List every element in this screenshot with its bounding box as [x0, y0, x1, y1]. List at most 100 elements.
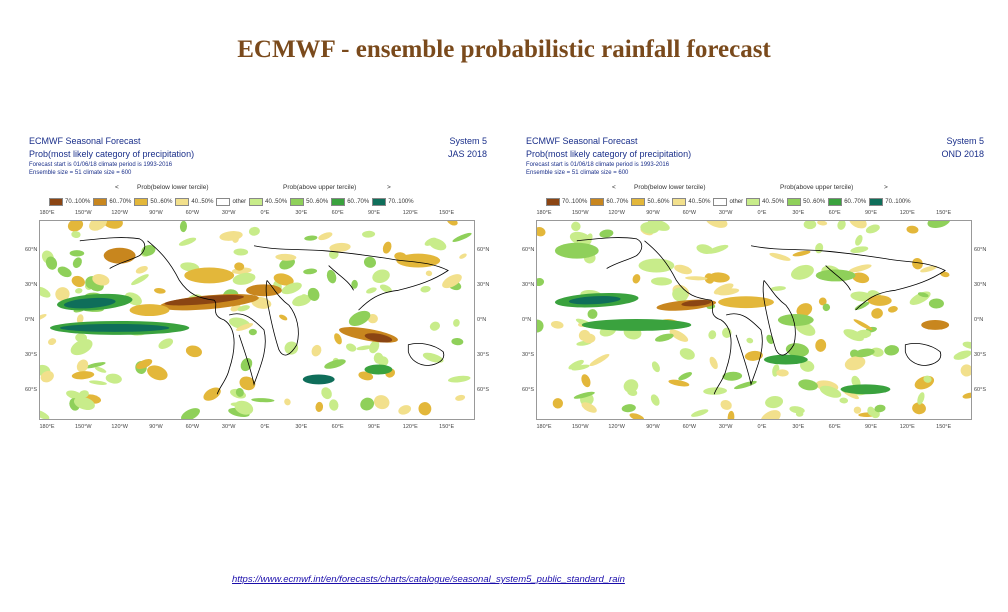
lon-tick-label: 60°W: [682, 210, 697, 216]
lat-tick-label: 30°N: [522, 282, 535, 288]
legend-label: 40..50%: [265, 199, 288, 205]
lon-tick-label: 0°E: [260, 210, 270, 216]
lon-tick-label: 0°E: [757, 424, 767, 430]
panel-subtitle: Prob(most likely category of precipitati…: [29, 149, 195, 159]
lon-tick-label: 120°E: [899, 210, 915, 216]
forecast-info: Forecast start is 01/06/18 climate perio…: [29, 162, 173, 168]
map-canvas: [40, 221, 472, 419]
lon-tick-label: 180°E: [39, 210, 55, 216]
lon-tick-label: 30°E: [295, 424, 308, 430]
ensemble-info: Ensemble size = 51 climate size = 600: [29, 170, 132, 176]
coastline: [265, 280, 299, 356]
forecast-panel-jas: ECMWF Seasonal Forecast Prob(most likely…: [25, 130, 495, 432]
legend-swatch: [290, 198, 305, 206]
ensemble-info: Ensemble size = 51 climate size = 600: [526, 170, 629, 176]
legend-above-label: Prob(above upper tercile): [283, 184, 357, 191]
legend-label: 60..70%: [347, 199, 370, 205]
legend-item: other: [713, 196, 743, 208]
slide-title: ECMWF - ensemble probabilistic rainfall …: [237, 36, 771, 63]
lat-tick-label: 0°N: [974, 317, 984, 323]
panel-title: ECMWF Seasonal Forecast: [29, 136, 141, 146]
lat-tick-label: 30°S: [522, 352, 534, 358]
legend-item: 40..50%: [175, 196, 213, 208]
system-label: System 5: [946, 136, 984, 146]
lon-tick-label: 30°W: [718, 210, 733, 216]
legend-item: 60..70%: [590, 196, 628, 208]
forecast-panel-ond: ECMWF Seasonal Forecast Prob(most likely…: [522, 130, 992, 432]
lon-tick-label: 150°E: [936, 424, 952, 430]
lat-tick-label: 60°S: [25, 387, 37, 393]
legend-item: 60..70%: [331, 196, 369, 208]
lat-tick-label: 60°N: [522, 247, 535, 253]
lon-tick-label: 150°E: [439, 210, 455, 216]
legend-item: 40..50%: [249, 196, 287, 208]
lon-tick-label: 150°W: [75, 424, 92, 430]
legend-below-label: Prob(below lower tercile): [137, 184, 209, 191]
lat-tick-label: 60°S: [974, 387, 986, 393]
lon-tick-label: 0°E: [260, 424, 270, 430]
lon-tick-label: 30°E: [792, 424, 805, 430]
legend-label: 50..60%: [306, 199, 329, 205]
legend-swatch: [713, 198, 728, 206]
legend-item: 50..60%: [290, 196, 328, 208]
legend-swatch: [828, 198, 843, 206]
coastline: [229, 313, 266, 386]
arrow-right-icon: >: [884, 184, 888, 191]
lon-tick-label: 30°E: [295, 210, 308, 216]
legend-label: 60..70%: [109, 199, 132, 205]
legend: 70..100% 60..70% 50..60% 40..50% other 40..50…: [546, 196, 914, 208]
legend-swatch: [546, 198, 560, 206]
coastline: [253, 245, 449, 311]
lon-ticks-top: 180°E 150°W 120°W 90°W 60°W 30°W 0°E 30°E 60°E 90…: [536, 210, 972, 218]
lat-tick-label: 30°S: [25, 352, 37, 358]
legend-direction-labels: < Prob(below lower tercile) Prob(above u…: [612, 184, 892, 193]
legend-item: 50..60%: [631, 196, 669, 208]
lon-tick-label: 60°W: [185, 210, 200, 216]
map-canvas: [537, 221, 971, 419]
panel-subtitle: Prob(most likely category of precipitati…: [526, 149, 692, 159]
lon-tick-label: 150°W: [75, 210, 92, 216]
legend-swatch: [93, 198, 108, 206]
lon-tick-label: 60°E: [828, 424, 841, 430]
lon-ticks-top: 180°E 150°W 120°W 90°W 60°W 30°W 0°E 30°E 60°E 90…: [39, 210, 475, 218]
lon-tick-label: 90°W: [149, 424, 163, 430]
lat-tick-label: 30°N: [477, 282, 490, 288]
lon-tick-label: 180°E: [39, 424, 55, 430]
lat-tick-label: 0°N: [477, 317, 487, 323]
lat-tick-label: 60°S: [477, 387, 489, 393]
coastline: [825, 265, 851, 291]
lon-tick-label: 90°E: [865, 210, 877, 216]
legend: 70..100% 60..70% 50..60% 40..50% other 40..50…: [49, 196, 417, 208]
lon-tick-label: 90°W: [149, 210, 163, 216]
legend-item: 40..50%: [746, 196, 784, 208]
lat-tick-label: 60°S: [522, 387, 534, 393]
legend-label: 50..60%: [803, 199, 826, 205]
coastline: [147, 240, 235, 395]
legend-label: 70..100%: [562, 199, 588, 205]
coastline: [762, 280, 796, 356]
coastline: [576, 237, 643, 269]
lon-tick-label: 150°W: [572, 210, 589, 216]
lon-tick-label: 90°E: [368, 210, 380, 216]
lon-tick-label: 180°E: [536, 424, 552, 430]
lat-tick-label: 30°S: [477, 352, 489, 358]
legend-label: 70..100%: [885, 199, 911, 205]
lat-tick-label: 30°S: [974, 352, 986, 358]
legend-swatch: [175, 198, 190, 206]
source-link[interactable]: https://www.ecmwf.int/en/forecasts/chart…: [232, 574, 625, 585]
precipitation-map-ond: [536, 220, 972, 420]
legend-label: 50..60%: [647, 199, 670, 205]
legend-swatch: [631, 198, 646, 206]
legend-label: 60..70%: [606, 199, 629, 205]
precipitation-map-jas: [39, 220, 475, 420]
lat-tick-label: 60°N: [25, 247, 38, 253]
lon-tick-label: 120°E: [402, 424, 418, 430]
legend-label: other: [232, 199, 247, 205]
legend-item: 70..100%: [546, 196, 587, 208]
coastline: [904, 343, 942, 366]
lon-tick-label: 120°W: [111, 210, 128, 216]
lon-tick-label: 60°W: [185, 424, 200, 430]
lon-ticks-bottom: 180°E 150°W 120°W 90°W 60°W 30°W 0°E 30°E 60°E 90…: [39, 424, 475, 432]
legend-swatch: [331, 198, 346, 206]
lon-tick-label: 0°E: [757, 210, 767, 216]
